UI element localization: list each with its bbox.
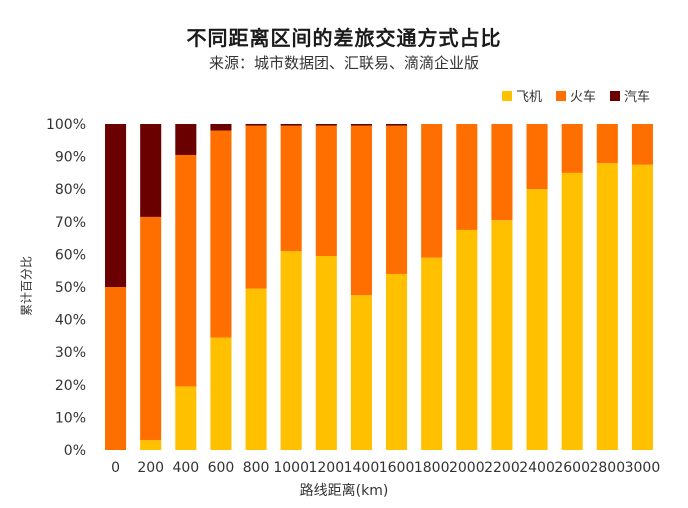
bar-segment-car (386, 124, 408, 126)
bar-segment-train (561, 124, 583, 173)
bar-segment-plane (350, 295, 372, 450)
bar-segment-car (280, 124, 302, 126)
bar-segment-train (210, 130, 232, 338)
bar-segment-car (245, 124, 267, 126)
x-tick-label: 3000 (625, 460, 661, 476)
x-tick-label: 0 (111, 460, 120, 476)
bar-segment-train (386, 125, 408, 274)
bar-segment-car (210, 124, 232, 131)
x-tick-label: 2800 (589, 460, 625, 476)
bar-segment-train (315, 125, 337, 257)
x-tick-label: 800 (243, 460, 270, 476)
bar-segment-plane (456, 229, 478, 450)
bar-segment-plane (596, 163, 618, 450)
bar-segment-plane (140, 440, 162, 450)
x-tick-label: 1600 (379, 460, 415, 476)
x-tick-label: 200 (137, 460, 164, 476)
y-tick-label: 0% (64, 443, 86, 459)
x-tick-label: 2600 (554, 460, 590, 476)
x-tick-label: 1400 (344, 460, 380, 476)
bar-segment-train (175, 154, 197, 387)
bar-segment-plane (210, 337, 232, 450)
x-tick-label: 1200 (308, 460, 344, 476)
y-tick-label: 60% (55, 247, 86, 263)
bar-segment-train (350, 125, 372, 296)
legend-item-car: 汽车 (609, 86, 650, 105)
bar-segment-car (140, 124, 162, 217)
bar-segment-plane (526, 189, 548, 450)
legend-label-car: 汽车 (623, 90, 650, 105)
legend-label-train: 火车 (569, 90, 596, 105)
x-tick-label: 400 (172, 460, 199, 476)
legend-swatch-plane (501, 90, 512, 101)
y-tick-label: 100% (46, 117, 86, 133)
bar-segment-train (526, 124, 548, 190)
bar-segment-plane (280, 251, 302, 450)
bar-segment-car (105, 124, 127, 287)
bar-segment-train (596, 124, 618, 164)
x-tick-label: 2200 (484, 460, 520, 476)
legend: 飞机 火车 汽车 (290, 86, 650, 105)
x-tick-label: 2000 (449, 460, 485, 476)
legend-swatch-car (609, 90, 620, 101)
bar-segment-train (421, 124, 443, 258)
bar-segment-plane (561, 172, 583, 450)
bar-segment-train (280, 125, 302, 252)
x-tick-label: 600 (208, 460, 235, 476)
y-tick-label: 20% (55, 378, 86, 394)
bar-segment-train (105, 287, 127, 450)
x-tick-label: 1000 (273, 460, 309, 476)
bar-segment-plane (386, 273, 408, 450)
x-axis-label: 路线距离(km) (299, 483, 389, 499)
y-tick-label: 70% (55, 215, 86, 231)
y-tick-label: 10% (55, 410, 86, 426)
legend-label-plane: 飞机 (515, 90, 542, 105)
bar-segment-train (631, 124, 653, 165)
bar-segment-plane (175, 386, 197, 450)
bar-segment-car (175, 124, 197, 155)
y-tick-label: 50% (55, 280, 86, 296)
bar-segment-car (315, 124, 337, 126)
y-tick-label: 40% (55, 313, 86, 329)
y-tick-label: 80% (55, 182, 86, 198)
chart-title: 不同距离区间的差旅交通方式占比 (186, 26, 502, 50)
y-axis-label: 累计百分比 (19, 255, 34, 317)
y-tick-label: 90% (55, 150, 86, 166)
x-tick-label: 1800 (414, 460, 450, 476)
bar-segment-train (456, 124, 478, 230)
bar-segment-train (491, 124, 513, 221)
legend-swatch-train (555, 90, 566, 101)
y-tick-label: 30% (55, 345, 86, 361)
bar-segment-plane (631, 164, 653, 450)
bar-segment-train (140, 216, 162, 441)
bar-segment-plane (315, 256, 337, 450)
bar-segment-plane (491, 220, 513, 450)
chart-subtitle: 来源：城市数据团、汇联易、滴滴企业版 (208, 54, 479, 72)
bar-segment-car (350, 124, 372, 126)
bar-segment-plane (421, 257, 443, 450)
x-tick-label: 2400 (519, 460, 555, 476)
bar-segment-plane (245, 288, 267, 450)
legend-item-train: 火车 (555, 86, 596, 105)
bar-segment-train (245, 125, 267, 289)
legend-item-plane: 飞机 (501, 86, 542, 105)
